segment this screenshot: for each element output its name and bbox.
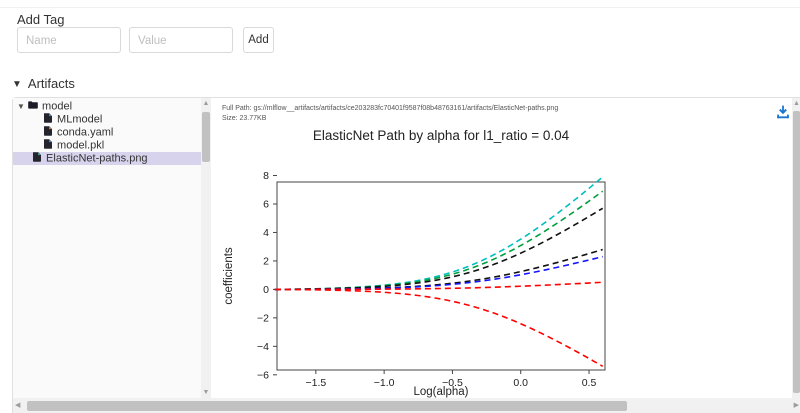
svg-text:Log(alpha): Log(alpha) [414,386,469,398]
svg-text:6: 6 [263,198,269,210]
svg-text:0.0: 0.0 [513,377,528,389]
svg-text:ElasticNet Path by alpha for l: ElasticNet Path by alpha for l1_ratio = … [313,128,570,143]
svg-text:0.5: 0.5 [582,377,597,389]
svg-text:−6: −6 [257,369,269,381]
svg-text:2: 2 [263,255,269,267]
svg-text:coefficients: coefficients [223,247,235,305]
svg-text:−1.0: −1.0 [374,377,395,389]
svg-text:−2: −2 [257,312,269,324]
svg-text:8: 8 [263,170,269,182]
svg-text:−1.5: −1.5 [305,377,326,389]
svg-text:0: 0 [263,284,269,296]
svg-text:4: 4 [263,227,269,239]
svg-text:−4: −4 [257,341,269,353]
